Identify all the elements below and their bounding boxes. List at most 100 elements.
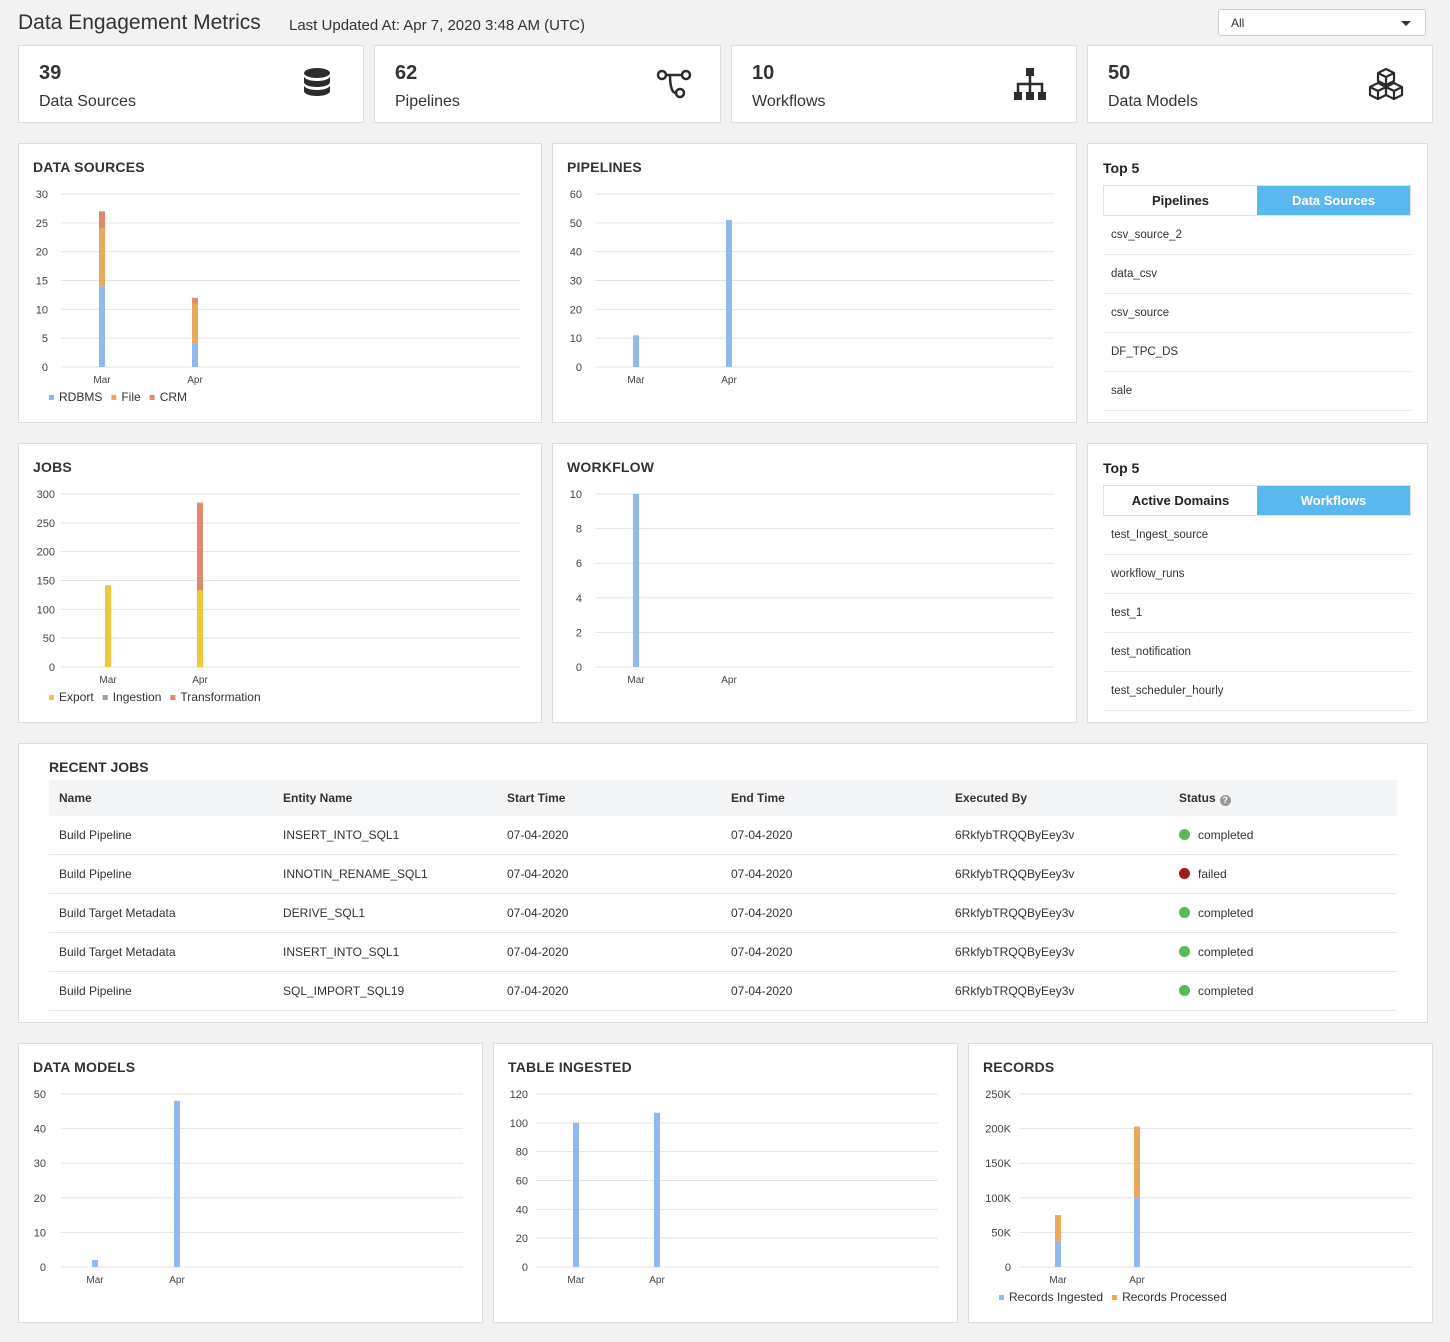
tab-data-sources[interactable]: Data Sources: [1257, 186, 1410, 215]
y-tick-label: 30: [570, 276, 582, 288]
status-dot-icon: [1179, 829, 1190, 840]
help-icon[interactable]: ?: [1219, 794, 1231, 806]
executed-by-cell: 6RkfybTRQQByEey3v: [945, 893, 1169, 933]
column-header-status[interactable]: Status?: [1169, 780, 1397, 816]
table-row[interactable]: Build Target Metadata INSERT_INTO_SQL1 07-…: [49, 932, 1397, 972]
bar: [92, 1260, 98, 1267]
y-tick-label: 30: [34, 1158, 46, 1170]
stat-value: 10: [752, 62, 775, 84]
recent-jobs-panel: RECENT JOBS Name Entity Name Start Time …: [18, 743, 1428, 1023]
legend-label: Ingestion: [113, 690, 162, 704]
table-row[interactable]: Build Pipeline INSERT_INTO_SQL1 07-04-2020…: [49, 816, 1397, 855]
status-cell: completed: [1169, 971, 1397, 1011]
y-tick-label: 250: [37, 518, 55, 530]
table-ingested-panel: TABLE INGESTED 0 20 40 60 80 100 120 Mar Apr: [493, 1043, 958, 1323]
list-item[interactable]: DF_TPC_DS: [1103, 333, 1411, 372]
y-tick-label: 150: [37, 576, 55, 588]
y-tick-label: 0: [42, 362, 48, 374]
y-tick-label: 50: [34, 1089, 46, 1101]
data-sources-chart: 0 5 10 15 20 25 30 Mar Apr RDBMS File CRM: [36, 189, 520, 404]
y-tick-label: 60: [570, 189, 582, 201]
table-row[interactable]: Build Pipeline SQL_IMPORT_SQL19 07-04-2020…: [49, 971, 1397, 1011]
list-item[interactable]: test_notification: [1103, 633, 1411, 672]
entity-name-cell: INSERT_INTO_SQL1: [273, 816, 497, 855]
list-item[interactable]: test_scheduler_hourly: [1103, 672, 1411, 711]
bar: [197, 502, 203, 591]
stat-value: 62: [395, 62, 418, 84]
workflow-chart: 0 2 4 6 8 10 Mar Apr: [570, 489, 1054, 686]
list-item[interactable]: test_1: [1103, 594, 1411, 633]
column-header-name[interactable]: Name: [49, 780, 273, 816]
y-tick-label: 0: [49, 662, 55, 674]
legend-label: CRM: [160, 390, 187, 404]
y-tick-label: 6: [576, 558, 582, 570]
bar: [633, 494, 639, 667]
legend-swatch: [49, 395, 54, 400]
stat-card-data-sources: 39 Data Sources: [18, 45, 364, 123]
filter-select[interactable]: All: [1218, 9, 1426, 36]
stat-label: Workflows: [752, 93, 826, 110]
table-row[interactable]: Build Target Metadata DERIVE_SQL1 07-04-20…: [49, 893, 1397, 933]
x-tick-label: Apr: [169, 1275, 185, 1286]
jobs-chart: 0 50 100 150 200 250 300 Mar Apr Export Ingestion T…: [37, 489, 520, 704]
bar: [174, 1100, 180, 1267]
y-tick-label: 120: [510, 1089, 528, 1101]
column-header-entity[interactable]: Entity Name: [273, 780, 497, 816]
job-name-cell: Build Pipeline: [49, 816, 273, 855]
tab-pipelines[interactable]: Pipelines: [1104, 186, 1257, 215]
top5-tabs: Pipelines Data Sources: [1103, 185, 1411, 216]
list-item[interactable]: csv_source_2: [1103, 216, 1411, 255]
x-tick-label: Apr: [187, 375, 203, 386]
top5-list: test_Ingest_source workflow_runs test_1 …: [1103, 516, 1411, 711]
column-header-start[interactable]: Start Time: [497, 780, 721, 816]
y-tick-label: 200: [37, 547, 55, 559]
top5-pipelines-panel: Top 5 Pipelines Data Sources csv_source_…: [1087, 143, 1428, 423]
stat-card-pipelines: 62 Pipelines: [374, 45, 721, 123]
y-tick-label: 20: [570, 304, 582, 316]
list-item[interactable]: test_Ingest_source: [1103, 516, 1411, 555]
panel-title: DATA MODELS: [33, 1059, 136, 1075]
tab-active-domains[interactable]: Active Domains: [1104, 486, 1257, 515]
table-row[interactable]: Build Pipeline INNOTIN_RENAME_SQL1 07-04-2…: [49, 854, 1397, 894]
column-header-end[interactable]: End Time: [721, 780, 945, 816]
top5-tabs: Active Domains Workflows: [1103, 485, 1411, 516]
x-tick-label: Apr: [192, 675, 208, 686]
y-tick-label: 30: [36, 189, 48, 201]
bar: [192, 303, 198, 344]
x-tick-label: Apr: [721, 375, 737, 386]
list-item[interactable]: sale: [1103, 372, 1411, 411]
list-item[interactable]: csv_source: [1103, 294, 1411, 333]
legend-swatch: [999, 1295, 1004, 1300]
tab-workflows[interactable]: Workflows: [1257, 486, 1410, 515]
list-item[interactable]: data_csv: [1103, 255, 1411, 294]
list-item[interactable]: workflow_runs: [1103, 555, 1411, 594]
column-header-executed-by[interactable]: Executed By: [945, 780, 1169, 816]
bar: [99, 228, 105, 287]
top5-workflows-panel: Top 5 Active Domains Workflows test_Inge…: [1087, 443, 1428, 723]
y-tick-label: 40: [570, 247, 582, 259]
executed-by-cell: 6RkfybTRQQByEey3v: [945, 816, 1169, 855]
workflow-panel: WORKFLOW 0 2 4 6 8 10 Mar Apr: [552, 443, 1077, 723]
y-tick-label: 0: [522, 1262, 528, 1274]
status-dot-icon: [1179, 985, 1190, 996]
start-time-cell: 07-04-2020: [497, 816, 721, 855]
y-tick-label: 0: [1005, 1262, 1011, 1274]
end-time-cell: 07-04-2020: [721, 971, 945, 1011]
panel-title: JOBS: [33, 459, 72, 475]
legend-label: RDBMS: [59, 390, 102, 404]
bar: [573, 1122, 579, 1267]
y-tick-label: 60: [516, 1176, 528, 1188]
entity-name-cell: INSERT_INTO_SQL1: [273, 932, 497, 972]
x-tick-label: Apr: [721, 675, 737, 686]
entity-name-cell: DERIVE_SQL1: [273, 893, 497, 933]
job-name-cell: Build Pipeline: [49, 971, 273, 1011]
status-dot-icon: [1179, 868, 1190, 879]
legend-swatch: [111, 395, 117, 400]
executed-by-cell: 6RkfybTRQQByEey3v: [945, 854, 1169, 894]
legend-swatch: [49, 695, 54, 700]
legend-label: Export: [59, 690, 94, 704]
y-tick-label: 250K: [985, 1089, 1011, 1101]
pipelines-panel: PIPELINES 0 10 20 30 40 50 60 Mar Apr: [552, 143, 1077, 423]
entity-name-cell: SQL_IMPORT_SQL19: [273, 971, 497, 1011]
y-tick-label: 50: [43, 633, 55, 645]
